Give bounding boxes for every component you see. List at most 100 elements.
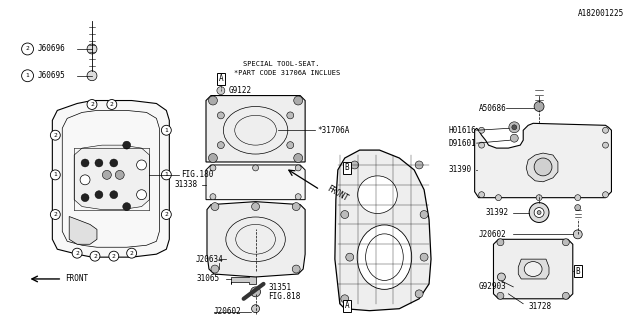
Circle shape xyxy=(51,210,60,220)
Text: 2: 2 xyxy=(130,251,134,256)
Circle shape xyxy=(420,253,428,261)
Circle shape xyxy=(351,161,358,169)
Circle shape xyxy=(161,170,172,180)
Circle shape xyxy=(90,251,100,261)
Circle shape xyxy=(136,190,147,200)
Text: A50686: A50686 xyxy=(479,104,506,113)
Circle shape xyxy=(95,159,103,167)
Circle shape xyxy=(537,211,541,214)
Circle shape xyxy=(346,253,354,261)
Text: J20602: J20602 xyxy=(214,307,242,316)
Circle shape xyxy=(295,194,301,200)
Polygon shape xyxy=(475,123,611,198)
Text: 2: 2 xyxy=(93,254,97,259)
Text: D91601: D91601 xyxy=(449,139,477,148)
Circle shape xyxy=(529,203,549,222)
Circle shape xyxy=(287,142,294,148)
Text: 31338: 31338 xyxy=(174,180,197,189)
Circle shape xyxy=(22,70,33,82)
Circle shape xyxy=(87,71,97,81)
Circle shape xyxy=(479,142,484,148)
Circle shape xyxy=(602,192,609,198)
Circle shape xyxy=(209,96,218,105)
Polygon shape xyxy=(493,239,573,299)
Circle shape xyxy=(292,265,300,273)
Circle shape xyxy=(479,127,484,133)
Circle shape xyxy=(341,211,349,219)
Text: *PART CODE 31706A INCLUES: *PART CODE 31706A INCLUES xyxy=(234,70,340,76)
Polygon shape xyxy=(526,153,558,182)
Text: 1: 1 xyxy=(54,172,57,177)
Text: 2: 2 xyxy=(110,102,114,107)
Circle shape xyxy=(102,171,111,179)
Text: 2: 2 xyxy=(90,102,94,107)
Circle shape xyxy=(341,295,349,303)
Text: 1: 1 xyxy=(164,172,168,177)
Text: 2: 2 xyxy=(54,212,57,217)
Circle shape xyxy=(563,239,570,246)
Polygon shape xyxy=(206,96,305,162)
Circle shape xyxy=(497,239,504,246)
Circle shape xyxy=(497,273,506,281)
Circle shape xyxy=(252,305,260,313)
Text: 1: 1 xyxy=(164,128,168,133)
Text: 2: 2 xyxy=(112,254,116,259)
Polygon shape xyxy=(335,150,431,311)
Text: 31392: 31392 xyxy=(486,208,509,217)
Polygon shape xyxy=(231,272,255,284)
Polygon shape xyxy=(74,145,150,210)
Circle shape xyxy=(95,191,103,199)
Circle shape xyxy=(209,154,218,163)
Circle shape xyxy=(295,165,301,171)
Circle shape xyxy=(294,154,303,163)
Circle shape xyxy=(218,112,225,119)
Circle shape xyxy=(81,159,89,167)
Circle shape xyxy=(287,112,294,119)
Polygon shape xyxy=(52,100,170,257)
Circle shape xyxy=(211,265,219,273)
Circle shape xyxy=(123,141,131,149)
Text: A: A xyxy=(218,74,223,83)
Circle shape xyxy=(217,87,225,95)
Text: FRONT: FRONT xyxy=(65,275,88,284)
Circle shape xyxy=(115,171,124,179)
Polygon shape xyxy=(207,202,305,277)
Text: G9122: G9122 xyxy=(228,86,252,95)
Circle shape xyxy=(136,160,147,170)
Text: 31065: 31065 xyxy=(196,275,220,284)
Text: A182001225: A182001225 xyxy=(578,9,624,18)
Polygon shape xyxy=(69,217,97,244)
Text: 31390: 31390 xyxy=(449,165,472,174)
Text: J20602: J20602 xyxy=(479,230,506,239)
Circle shape xyxy=(72,248,82,258)
Text: SPECIAL TOOL-SEAT.: SPECIAL TOOL-SEAT. xyxy=(243,61,319,67)
Circle shape xyxy=(536,195,542,201)
Ellipse shape xyxy=(534,158,552,176)
Text: B: B xyxy=(575,267,580,276)
Text: 2: 2 xyxy=(54,133,57,138)
Text: FRONT: FRONT xyxy=(325,184,349,204)
Text: 31728: 31728 xyxy=(528,302,551,311)
Circle shape xyxy=(87,44,97,54)
Polygon shape xyxy=(206,165,305,200)
Text: J60695: J60695 xyxy=(38,71,65,80)
Circle shape xyxy=(479,192,484,198)
Circle shape xyxy=(415,290,423,298)
Text: J60696: J60696 xyxy=(38,44,65,53)
Circle shape xyxy=(22,43,33,55)
Circle shape xyxy=(573,230,582,239)
Circle shape xyxy=(495,195,501,201)
Circle shape xyxy=(80,175,90,185)
Text: J20634: J20634 xyxy=(196,255,224,264)
Text: *31706A: *31706A xyxy=(317,126,349,135)
Circle shape xyxy=(210,194,216,200)
Circle shape xyxy=(110,159,118,167)
Circle shape xyxy=(218,142,225,148)
Circle shape xyxy=(123,203,131,211)
Circle shape xyxy=(110,191,118,199)
Circle shape xyxy=(512,125,516,130)
Circle shape xyxy=(51,170,60,180)
Circle shape xyxy=(87,100,97,109)
Circle shape xyxy=(292,203,300,211)
Text: 2: 2 xyxy=(76,251,79,256)
